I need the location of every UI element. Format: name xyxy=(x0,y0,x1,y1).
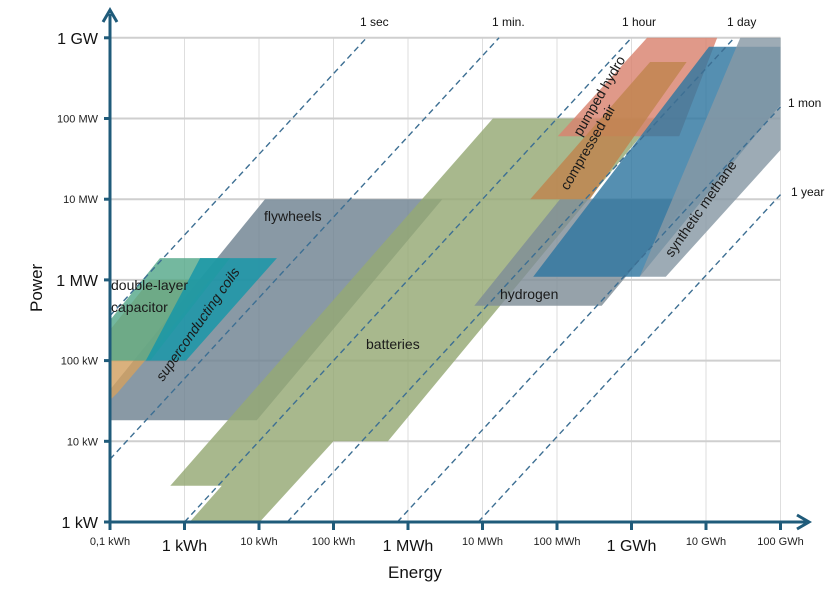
label-batteries: batteries xyxy=(366,336,420,352)
x-tick-label: 10 MWh xyxy=(462,536,503,548)
duration-label-1-sec: 1 sec xyxy=(360,15,389,29)
axes xyxy=(101,7,812,531)
y-tick-label: 1 kW xyxy=(62,515,99,532)
duration-label-1-day: 1 day xyxy=(727,15,756,29)
x-tick-label: 1 kWh xyxy=(162,538,207,555)
x-tick-label: 100 MWh xyxy=(533,536,580,548)
y-tick-label: 10 kW xyxy=(67,436,99,448)
duration-line-1mon xyxy=(396,106,782,523)
y-tick-label: 1 MW xyxy=(56,273,99,290)
duration-line-1year xyxy=(477,194,782,523)
tick-labels: 0,1 kWh 1 kWh 10 kWh 100 kWh 1 MWh 10 MWh 100 … xyxy=(56,31,804,555)
label-capacitor-2: capacitor xyxy=(111,299,168,315)
x-tick-label: 10 kWh xyxy=(240,536,277,548)
area-compressed-air xyxy=(530,62,687,200)
x-axis-arrow-icon xyxy=(796,513,812,531)
x-tick-label: 0,1 kWh xyxy=(90,536,130,548)
label-capacitor-1: double-layer xyxy=(111,277,188,293)
area-flywheels xyxy=(110,199,443,421)
x-tick-label: 1 MWh xyxy=(383,538,434,555)
x-tick-label: 100 GWh xyxy=(757,536,803,548)
label-flywheels: flywheels xyxy=(264,208,322,224)
technology-areas xyxy=(110,37,781,522)
area-synthetic-methane xyxy=(639,37,781,277)
duration-labels: 1 sec 1 min. 1 hour 1 day 1 mon 1 year xyxy=(360,15,824,199)
duration-label-1-min: 1 min. xyxy=(492,15,525,29)
y-axis-arrow-icon xyxy=(101,7,119,23)
label-hydrogen: hydrogen xyxy=(500,286,558,302)
y-axis-title: Power xyxy=(27,263,46,312)
duration-line-1min xyxy=(109,37,500,460)
duration-line-1sec xyxy=(109,37,368,317)
area-superconducting-coils xyxy=(145,258,277,361)
duration-label-1-year: 1 year xyxy=(791,185,824,199)
x-tick-label: 1 GWh xyxy=(607,538,657,555)
duration-label-1-hour: 1 hour xyxy=(622,15,656,29)
duration-lines xyxy=(109,37,782,523)
x-tick-label: 10 GWh xyxy=(686,536,726,548)
x-tick-label: 100 kWh xyxy=(312,536,355,548)
area-batteries xyxy=(170,118,656,522)
duration-label-1-mon: 1 mon xyxy=(788,96,821,110)
y-tick-label: 10 MW xyxy=(63,194,98,206)
y-tick-label: 1 GW xyxy=(57,31,99,48)
y-tick-label: 100 kW xyxy=(61,356,99,368)
y-tick-label: 100 MW xyxy=(57,114,99,126)
x-axis-title: Energy xyxy=(388,563,442,582)
